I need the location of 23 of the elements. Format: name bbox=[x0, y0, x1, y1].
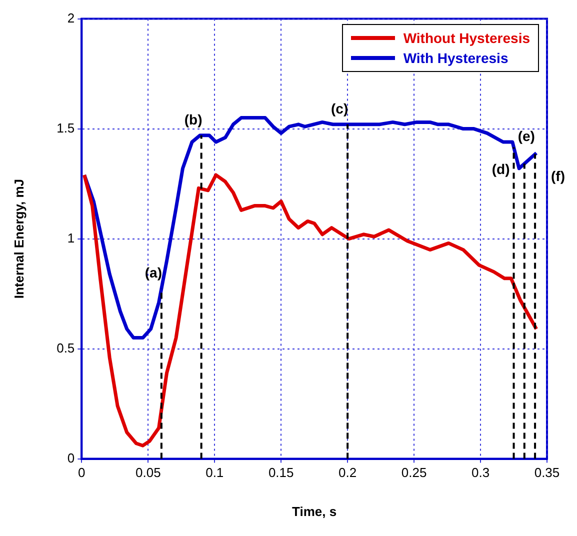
legend-label: With Hysteresis bbox=[403, 50, 508, 66]
y-tick-label: 1 bbox=[67, 230, 75, 246]
legend-label: Without Hysteresis bbox=[403, 30, 530, 46]
ref-line-label: (b) bbox=[184, 111, 202, 128]
y-axis-title: Internal Energy, mJ bbox=[11, 178, 26, 299]
ref-line-label: (e) bbox=[518, 128, 535, 144]
y-tick-label: 1.5 bbox=[56, 120, 75, 136]
x-tick-label: 0.35 bbox=[534, 465, 560, 480]
x-tick-label: 0 bbox=[78, 465, 86, 480]
ref-line-label: (f) bbox=[551, 168, 565, 184]
x-tick-label: 0.3 bbox=[471, 465, 490, 480]
x-tick-label: 0.05 bbox=[135, 465, 161, 480]
y-tick-label: 0 bbox=[67, 450, 75, 466]
x-tick-label: 0.25 bbox=[401, 465, 427, 480]
y-tick-label: 2 bbox=[67, 10, 75, 26]
ref-line-label: (a) bbox=[144, 264, 162, 281]
x-tick-label: 0.1 bbox=[206, 465, 224, 480]
x-tick-label: 0.2 bbox=[338, 465, 357, 480]
ref-line-label: (d) bbox=[492, 161, 510, 178]
x-tick-label: 0.15 bbox=[268, 465, 294, 480]
y-tick-label: 0.5 bbox=[56, 340, 75, 356]
x-axis-title: Time, s bbox=[292, 504, 337, 519]
ref-line-label: (c) bbox=[331, 100, 348, 116]
